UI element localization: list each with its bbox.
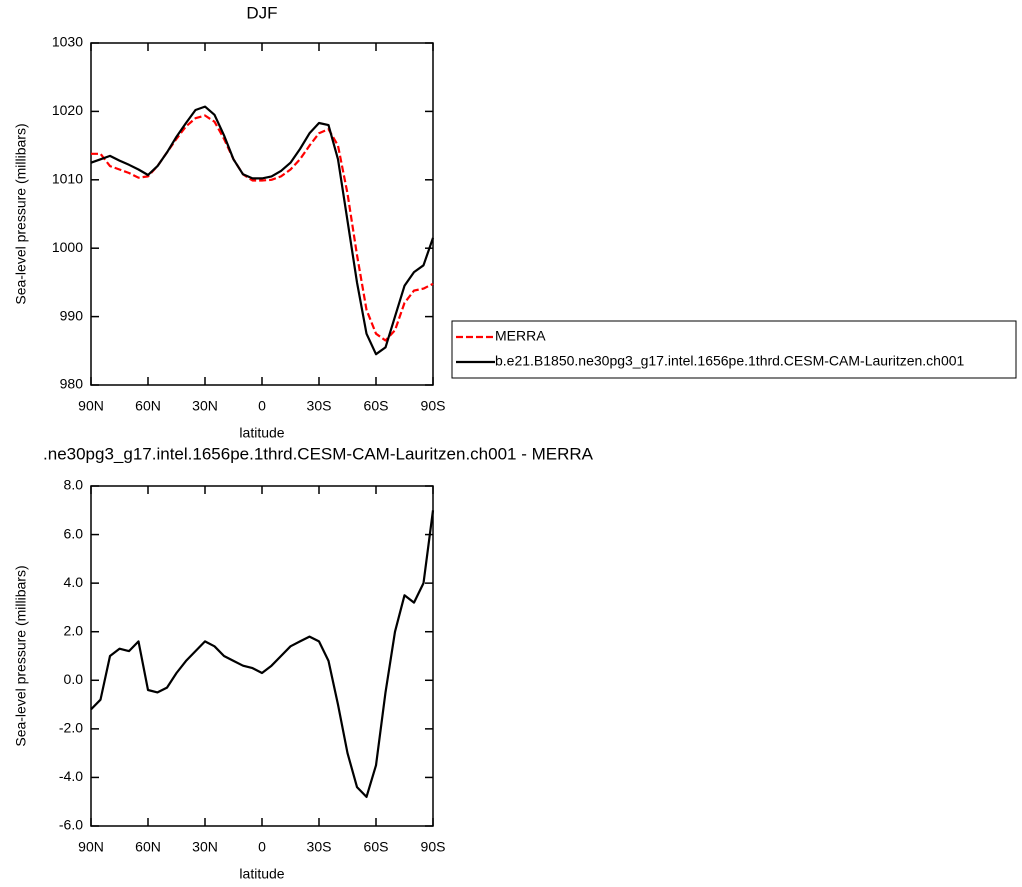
y-tick-label: -4.0 <box>59 768 83 784</box>
y-tick-label: 1030 <box>52 34 83 50</box>
y-tick-label: 6.0 <box>64 525 84 541</box>
y-tick-label: 2.0 <box>64 622 84 638</box>
y-axis-label: Sea-level pressure (millibars) <box>13 565 29 746</box>
y-tick-label: -2.0 <box>59 720 83 736</box>
y-tick-label: -6.0 <box>59 817 83 833</box>
x-tick-label: 30N <box>192 839 218 855</box>
x-tick-label: 0 <box>258 398 266 414</box>
legend-label: MERRA <box>495 328 546 344</box>
series-line <box>90 105 435 356</box>
y-tick-label: 0.0 <box>64 671 84 687</box>
x-tick-label: 90N <box>78 398 104 414</box>
series-line <box>90 510 435 798</box>
legend-label: b.e21.B1850.ne30pg3_g17.intel.1656pe.1th… <box>495 353 965 369</box>
chart-title: .ne30pg3_g17.intel.1656pe.1thrd.CESM-CAM… <box>43 444 594 463</box>
y-tick-label: 8.0 <box>64 477 84 493</box>
y-tick-label: 1010 <box>52 171 83 187</box>
x-tick-label: 90S <box>421 398 446 414</box>
x-tick-label: 30S <box>307 398 332 414</box>
y-tick-label: 990 <box>60 307 84 323</box>
x-axis-label: latitude <box>239 866 284 882</box>
x-tick-label: 0 <box>258 839 266 855</box>
x-tick-label: 90N <box>78 839 104 855</box>
x-axis-label: latitude <box>239 425 284 441</box>
x-tick-label: 60N <box>135 839 161 855</box>
y-tick-label: 1000 <box>52 239 83 255</box>
legend-box <box>451 320 1017 379</box>
chart-title: DJF <box>246 3 277 22</box>
y-axis-label: Sea-level pressure (millibars) <box>13 123 29 304</box>
x-tick-label: 30N <box>192 398 218 414</box>
x-tick-label: 90S <box>421 839 446 855</box>
x-tick-label: 60S <box>364 839 389 855</box>
y-tick-label: 980 <box>60 376 84 392</box>
x-tick-label: 60S <box>364 398 389 414</box>
y-tick-label: 1020 <box>52 102 83 118</box>
x-tick-label: 60N <box>135 398 161 414</box>
series-line <box>91 114 434 342</box>
x-tick-label: 30S <box>307 839 332 855</box>
plot-frame <box>90 42 434 386</box>
y-tick-label: 4.0 <box>64 574 84 590</box>
